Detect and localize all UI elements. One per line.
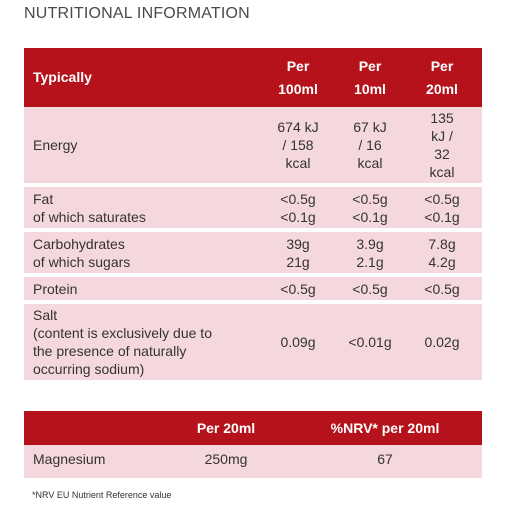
row-label-protein: Protein: [24, 277, 258, 304]
cell-carbs-10ml: 3.9g 2.1g: [338, 232, 402, 277]
nutrition-table: Typically Per 100ml Per 10ml Per 20ml En…: [24, 48, 482, 384]
cell-energy-20ml: 135 kJ / 32 kcal: [402, 107, 482, 187]
table-row: Magnesium 250mg 67: [24, 445, 482, 472]
table-bottom-strip: [24, 472, 482, 478]
mineral-header-row: Per 20ml %NRV* per 20ml: [24, 411, 482, 445]
cell-fat-100ml: <0.5g <0.1g: [258, 187, 338, 232]
row-label-salt: Salt (content is exclusively due to the …: [24, 304, 258, 384]
row-label-energy: Energy: [24, 107, 258, 187]
cell-fat-10ml: <0.5g <0.1g: [338, 187, 402, 232]
table-row: Salt (content is exclusively due to the …: [24, 304, 482, 384]
mineral-header-label: [24, 411, 164, 445]
table-row: Energy 674 kJ / 158 kcal 67 kJ / 16 kcal…: [24, 107, 482, 187]
header-per-10ml: Per 10ml: [338, 48, 402, 107]
cell-energy-100ml: 674 kJ / 158 kcal: [258, 107, 338, 187]
cell-carbs-20ml: 7.8g 4.2g: [402, 232, 482, 277]
mineral-table: Per 20ml %NRV* per 20ml Magnesium 250mg …: [24, 411, 482, 472]
cell-magnesium-per-20ml: 250mg: [164, 445, 288, 472]
cell-carbs-100ml: 39g 21g: [258, 232, 338, 277]
header-per-20ml: Per 20ml: [164, 411, 288, 445]
header-per-20ml: Per 20ml: [402, 48, 482, 107]
cell-salt-20ml: 0.02g: [402, 304, 482, 384]
cell-energy-10ml: 67 kJ / 16 kcal: [338, 107, 402, 187]
nutrition-header-row: Typically Per 100ml Per 10ml Per 20ml: [24, 48, 482, 107]
table-row: Fat of which saturates <0.5g <0.1g <0.5g…: [24, 187, 482, 232]
page-title: NUTRITIONAL INFORMATION: [24, 5, 250, 22]
cell-fat-20ml: <0.5g <0.1g: [402, 187, 482, 232]
cell-magnesium-nrv: 67: [288, 445, 482, 472]
row-label-fat: Fat of which saturates: [24, 187, 258, 232]
footnote: *NRV EU Nutrient Reference value: [32, 490, 172, 500]
header-nrv-per-20ml: %NRV* per 20ml: [288, 411, 482, 445]
table-row: Carbohydrates of which sugars 39g 21g 3.…: [24, 232, 482, 277]
row-label-magnesium: Magnesium: [24, 445, 164, 472]
cell-protein-20ml: <0.5g: [402, 277, 482, 304]
row-label-carbohydrates: Carbohydrates of which sugars: [24, 232, 258, 277]
table-row: Protein <0.5g <0.5g <0.5g: [24, 277, 482, 304]
header-typically: Typically: [24, 48, 258, 107]
header-per-100ml: Per 100ml: [258, 48, 338, 107]
cell-salt-10ml: <0.01g: [338, 304, 402, 384]
cell-protein-10ml: <0.5g: [338, 277, 402, 304]
cell-salt-100ml: 0.09g: [258, 304, 338, 384]
cell-protein-100ml: <0.5g: [258, 277, 338, 304]
